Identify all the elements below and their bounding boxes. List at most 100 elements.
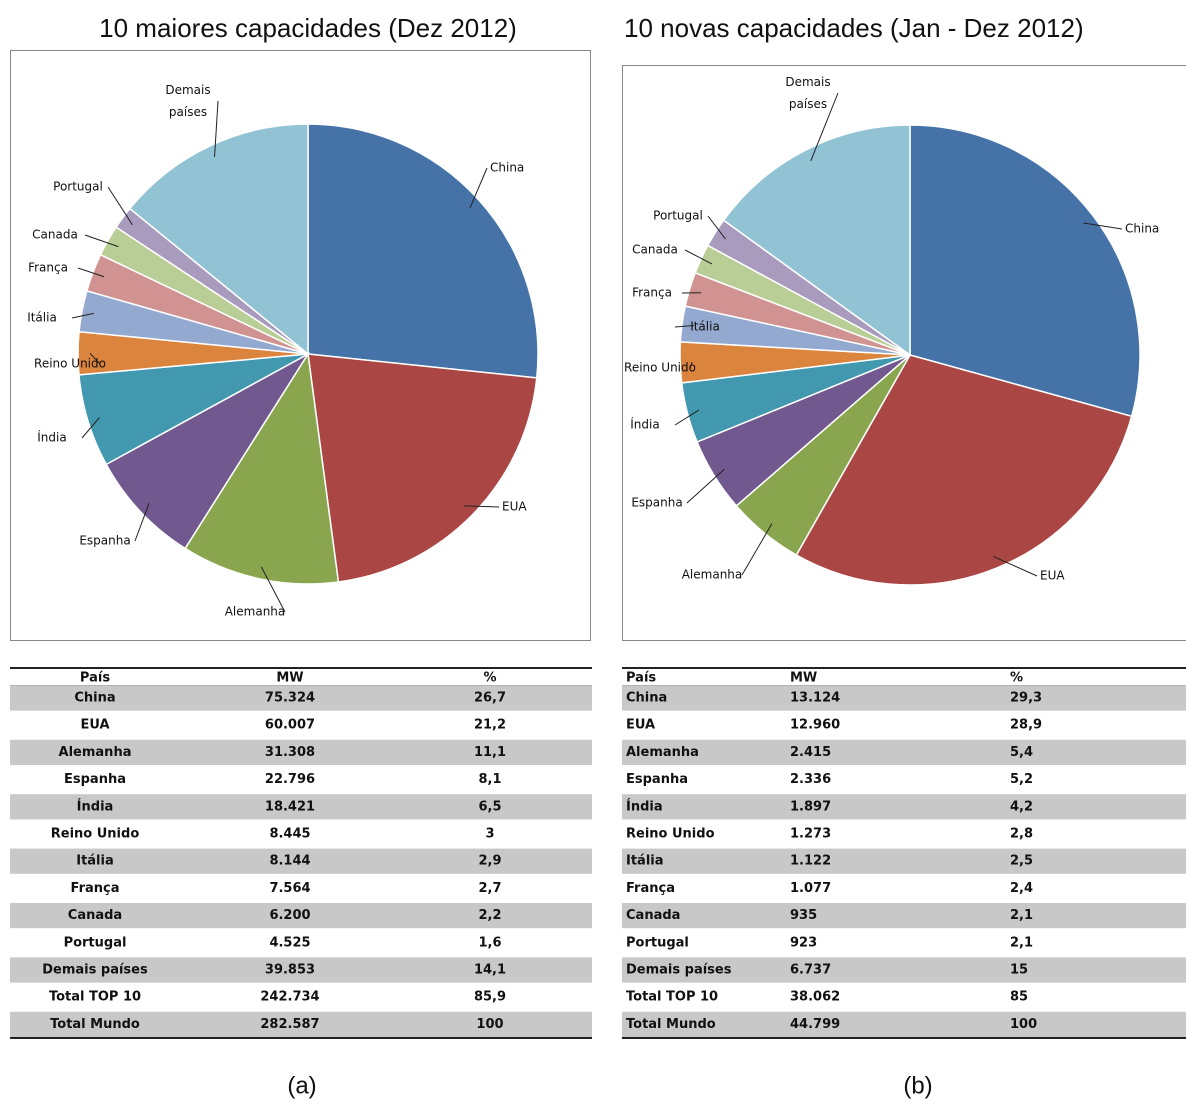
table-cell: 4.525 <box>269 935 310 950</box>
table-cell: 22.796 <box>265 772 315 787</box>
table-cell: 100 <box>1010 1017 1037 1032</box>
table-cell: Total TOP 10 <box>49 990 141 1005</box>
slice-label: Canada <box>32 228 78 242</box>
chart-title: 10 maiores capacidades (Dez 2012) <box>99 13 517 43</box>
slice-label: China <box>1125 222 1159 236</box>
table-cell: 3 <box>485 827 494 842</box>
table-cell: 14,1 <box>474 963 506 978</box>
table-cell: 8.445 <box>269 827 310 842</box>
header-cell: País <box>80 671 110 686</box>
slice-label: Portugal <box>653 209 703 223</box>
table-cell: Total TOP 10 <box>626 990 718 1005</box>
header-cell: % <box>483 671 496 686</box>
chart-title: 10 novas capacidades (Jan - Dez 2012) <box>624 13 1084 43</box>
header-cell: MW <box>276 671 303 686</box>
table-cell: Espanha <box>64 772 126 787</box>
table-cell: Reino Unido <box>626 827 715 842</box>
table-cell: 11,1 <box>474 745 506 760</box>
table-cell: Itália <box>76 854 114 869</box>
table-cell: 15 <box>1010 963 1028 978</box>
slice-label: Espanha <box>79 534 130 548</box>
caption: (a) <box>287 1072 316 1099</box>
slice-label: Canada <box>632 243 678 257</box>
table-cell: 39.853 <box>265 963 315 978</box>
table-cell: 2.336 <box>790 772 831 787</box>
table-cell: 13.124 <box>790 691 840 706</box>
table-cell: 21,2 <box>474 718 506 733</box>
table-cell: 2,8 <box>1010 827 1033 842</box>
table-cell: Itália <box>626 854 664 869</box>
row-shade <box>622 903 1186 928</box>
table-cell: Espanha <box>626 772 688 787</box>
leader-line <box>742 524 772 575</box>
row-shade <box>622 794 1186 819</box>
table-cell: Total Mundo <box>50 1017 140 1032</box>
table-cell: 5,4 <box>1010 745 1033 760</box>
table-cell: 38.062 <box>790 990 840 1005</box>
table-cell: 4,2 <box>1010 799 1033 814</box>
table-cell: Total Mundo <box>626 1017 716 1032</box>
table-cell: 29,3 <box>1010 691 1042 706</box>
table-cell: EUA <box>80 718 109 733</box>
table-cell: Índia <box>77 798 114 814</box>
table-cell: França <box>71 881 120 896</box>
table-cell: 75.324 <box>265 691 315 706</box>
caption: (b) <box>903 1072 932 1099</box>
slice-label: Portugal <box>53 180 103 194</box>
table-cell: China <box>626 691 667 706</box>
slice-label: Reino Unido <box>34 357 106 371</box>
table-cell: 935 <box>790 908 817 923</box>
slice-label: Itália <box>690 320 720 334</box>
slice-label: China <box>490 161 524 175</box>
table-cell: 31.308 <box>265 745 315 760</box>
table-cell: Canada <box>626 908 680 923</box>
slice-label: EUA <box>502 500 527 514</box>
leader-line <box>687 469 724 503</box>
table-cell: 2,5 <box>1010 854 1033 869</box>
header-cell: % <box>1010 671 1023 686</box>
table-cell: 28,9 <box>1010 718 1042 733</box>
table-cell: China <box>74 691 115 706</box>
table-cell: 1.077 <box>790 881 831 896</box>
table-cell: 282.587 <box>260 1017 319 1032</box>
table-cell: 242.734 <box>260 990 319 1005</box>
table-cell: EUA <box>626 718 655 733</box>
row-shade <box>622 740 1186 765</box>
table-cell: Portugal <box>64 935 127 950</box>
pie-slice <box>308 354 537 582</box>
table-cell: 12.960 <box>790 718 840 733</box>
table-cell: Reino Unido <box>51 827 140 842</box>
table-cell: 2,2 <box>478 908 501 923</box>
table-cell: 1.273 <box>790 827 831 842</box>
slice-label: Alemanha <box>682 568 743 582</box>
table-cell: Índia <box>626 798 663 814</box>
table-cell: Portugal <box>626 935 689 950</box>
table-cell: 2,4 <box>1010 881 1033 896</box>
table-cell: 85 <box>1010 990 1028 1005</box>
table-cell: Alemanha <box>626 745 699 760</box>
table-cell: 26,7 <box>474 691 506 706</box>
table-cell: 100 <box>476 1017 503 1032</box>
slice-label: França <box>632 286 672 300</box>
table-cell: Demais países <box>42 963 148 978</box>
table-cell: 923 <box>790 935 817 950</box>
table-cell: 8,1 <box>478 772 501 787</box>
table-cell: 6.737 <box>790 963 831 978</box>
table-cell: 1.122 <box>790 854 831 869</box>
table-cell: 6.200 <box>269 908 310 923</box>
table-cell: 7.564 <box>269 881 310 896</box>
slice-label: Reino Unido <box>624 361 696 375</box>
table-cell: 18.421 <box>265 799 315 814</box>
table-cell: Canada <box>68 908 122 923</box>
slice-label: Itália <box>27 311 57 325</box>
table-cell: 1.897 <box>790 799 831 814</box>
table-cell: França <box>626 881 675 896</box>
table-cell: 6,5 <box>478 799 501 814</box>
table-cell: 2.415 <box>790 745 831 760</box>
slice-label: França <box>28 261 68 275</box>
table-cell: Alemanha <box>59 745 132 760</box>
table-cell: 2,1 <box>1010 935 1033 950</box>
